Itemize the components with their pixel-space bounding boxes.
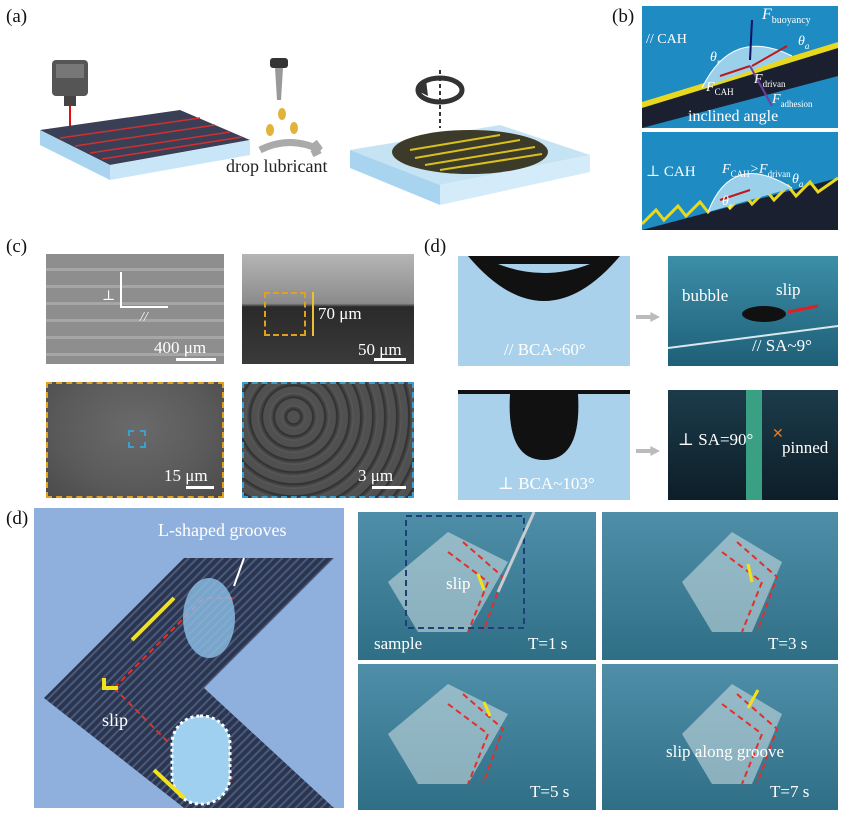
panel-b-bottom-diagram bbox=[642, 173, 838, 230]
panel-label-c: (c) bbox=[6, 236, 28, 257]
bubble-perp-shape bbox=[458, 390, 630, 460]
sem-scalebar-1 bbox=[176, 358, 216, 361]
sem-image-3: 15 μm bbox=[46, 382, 224, 498]
sem-zoom-box-cyan bbox=[128, 430, 146, 448]
b-f-drivan-top: Fdrivan bbox=[754, 72, 786, 89]
schematic-slip-label: slip bbox=[102, 710, 129, 730]
depth-marker-icon bbox=[312, 292, 314, 336]
panel-label-d-top: (d) bbox=[424, 236, 447, 257]
pinned-x-icon: ✕ bbox=[772, 427, 784, 442]
panel-label-b: (b) bbox=[612, 6, 635, 27]
t1-time-label: T=1 s bbox=[528, 634, 568, 653]
bca-perp-image: ⊥ BCA~103° bbox=[458, 390, 630, 500]
b-bottom-side-label: ⊥ CAH bbox=[646, 164, 696, 180]
panel-b-bottom: ⊥ CAH FCAH>Fdrivan θr θa bbox=[642, 132, 838, 230]
photo-sa-parallel-label: // SA~9° bbox=[752, 336, 812, 355]
b-theta-r-bottom: θr bbox=[722, 194, 733, 211]
sem-para-label: // bbox=[140, 310, 148, 325]
t1-slip-label: slip bbox=[446, 574, 471, 593]
b-f-adhesion: Fadhesion bbox=[772, 92, 813, 109]
sem-image-1: ⊥ // 400 μm bbox=[46, 254, 224, 364]
tank-frame-t3: T=3 s bbox=[602, 512, 838, 660]
b-f-buoyancy: Fbuoyancy bbox=[762, 6, 811, 27]
photo-sa-perp-label: ⊥ SA=90° bbox=[678, 430, 754, 449]
sem-scalebar-3 bbox=[186, 486, 214, 489]
sem-scalebar-4 bbox=[372, 486, 406, 489]
photo-pinned-label: pinned bbox=[782, 438, 829, 457]
frame-t5-overlay bbox=[388, 684, 508, 785]
photo-slip-label: slip bbox=[776, 280, 801, 299]
panel-label-d-bottom: (d) bbox=[6, 508, 29, 529]
b-f-cah-gt-drivan: FCAH>Fdrivan bbox=[722, 162, 791, 179]
tank-frame-t5: T=5 s bbox=[358, 664, 596, 810]
bca-parallel-label: // BCA~60° bbox=[504, 340, 586, 359]
arrow-right-icon-2 bbox=[636, 446, 660, 456]
slip-photo-overlay bbox=[668, 304, 838, 349]
b-inclined-angle: inclined angle bbox=[688, 108, 779, 125]
t7-time-label: T=7 s bbox=[770, 782, 810, 801]
t3-time-label: T=3 s bbox=[768, 634, 808, 653]
photo-bubble-label: bubble bbox=[682, 286, 729, 305]
t5-time-label: T=5 s bbox=[530, 782, 570, 801]
sem-image-4: 3 μm bbox=[242, 382, 414, 498]
b-f-cah-top: FCAH bbox=[706, 80, 734, 97]
process-arrow-icon bbox=[258, 139, 323, 158]
grooved-substrate-left bbox=[40, 110, 250, 180]
sample-label: sample bbox=[374, 634, 423, 653]
sem-image-2: 70 μm 50 μm bbox=[242, 254, 414, 364]
drop-lubricant-caption: drop lubricant bbox=[226, 156, 328, 176]
sem-scalebar-4-label: 3 μm bbox=[358, 466, 394, 485]
panel-b-top-diagram bbox=[642, 19, 838, 128]
photo-pinned: ⊥ SA=90° ✕ pinned bbox=[668, 390, 838, 500]
l-groove-diagram bbox=[44, 557, 334, 808]
dropper-icon bbox=[266, 58, 298, 136]
sem-scalebar-2-label: 50 μm bbox=[358, 340, 402, 359]
tank-frame-t1: slip sample T=1 s bbox=[358, 512, 596, 660]
b-top-side-label: // CAH bbox=[646, 32, 687, 47]
l-groove-schematic: L-shaped grooves slip bbox=[34, 508, 344, 808]
grooved-substrate-right bbox=[350, 125, 590, 205]
panel-b-top: // CAH Fbuoyancy θa θr FCAH Fdrivan Fadh… bbox=[642, 6, 838, 128]
l-grooves-label: L-shaped grooves bbox=[158, 520, 287, 540]
sem-zoom-box-orange bbox=[264, 292, 306, 336]
panel-a-illustration bbox=[40, 58, 590, 205]
bubble-parallel-shape bbox=[468, 256, 620, 301]
bca-perp-label: ⊥ BCA~103° bbox=[498, 474, 595, 493]
b-theta-a-top: θa bbox=[798, 34, 810, 51]
b-theta-r-top: θr bbox=[710, 50, 721, 67]
panel-a: drop lubricant bbox=[30, 40, 590, 230]
frame-t3-overlay bbox=[682, 532, 782, 633]
arrow-right-icon-1 bbox=[636, 312, 660, 322]
tank-frame-t7: slip along groove T=7 s bbox=[602, 664, 838, 810]
perp-arrow-icon bbox=[120, 272, 122, 308]
sem-depth-label: 70 μm bbox=[318, 304, 362, 323]
sem-scalebar-1-label: 400 μm bbox=[154, 338, 207, 357]
sem-perp-label: ⊥ bbox=[102, 289, 116, 304]
t7-slip-along-label: slip along groove bbox=[666, 742, 785, 761]
panel-label-a: (a) bbox=[6, 6, 28, 27]
bca-parallel-image: // BCA~60° bbox=[458, 256, 630, 366]
laser-head-icon bbox=[52, 60, 88, 128]
para-arrow-icon bbox=[120, 306, 168, 308]
b-theta-a-bottom: θa bbox=[792, 172, 804, 189]
sem-scalebar-3-label: 15 μm bbox=[164, 466, 208, 485]
frame-t7-overlay bbox=[682, 684, 782, 785]
vertical-sample-icon bbox=[746, 390, 762, 500]
sem-scalebar-2 bbox=[374, 358, 406, 361]
photo-slip: bubble slip // SA~9° bbox=[668, 256, 838, 366]
frame-t1-overlay bbox=[388, 512, 536, 633]
spin-rotate-icon bbox=[415, 70, 465, 128]
